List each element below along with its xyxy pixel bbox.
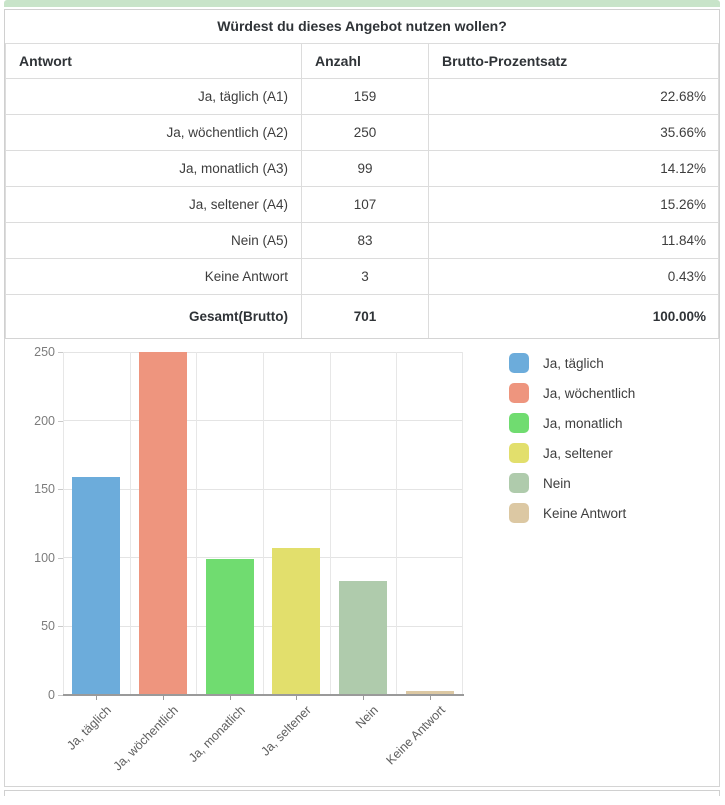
percent-cell: 15.26% [428, 186, 719, 223]
percent-cell: 0.43% [428, 258, 719, 295]
y-axis-tick-label: 0 [48, 688, 55, 702]
count-cell: 107 [301, 186, 429, 223]
next-card-stub [4, 790, 720, 796]
legend-swatch [509, 353, 529, 373]
chart-bar [272, 548, 320, 695]
y-axis-tick-label: 100 [34, 550, 55, 565]
chart-bar [139, 352, 187, 695]
percent-cell: 11.84% [428, 222, 719, 259]
chart-bar [406, 691, 454, 695]
x-gridline [196, 352, 197, 695]
x-axis-line [63, 694, 464, 696]
answer-cell: Ja, seltener (A4) [5, 186, 302, 223]
count-cell: 3 [301, 258, 429, 295]
legend-label: Keine Antwort [543, 505, 627, 521]
percent-cell: 35.66% [428, 114, 719, 151]
table-row: Ja, wöchentlich (A2) 250 35.66% [5, 114, 719, 151]
x-gridline [130, 352, 131, 695]
legend: Ja, täglich Ja, wöchentlich Ja, monatlich J… [509, 348, 635, 528]
count-cell: 159 [301, 78, 429, 115]
x-tick-mark [363, 696, 364, 700]
legend-swatch [509, 503, 529, 523]
y-axis-tick-label: 250 [34, 345, 55, 359]
x-tick-mark [163, 696, 164, 700]
x-gridline [330, 352, 331, 695]
legend-label: Ja, täglich [543, 355, 604, 371]
answer-cell: Ja, wöchentlich (A2) [5, 114, 302, 151]
chart-card: 0 50 100 150 200 250 Ja, täglich Ja, wöchentlic… [4, 338, 720, 787]
table-row: Ja, seltener (A4) 107 15.26% [5, 186, 719, 223]
percent-cell: 14.12% [428, 150, 719, 187]
table-row: Nein (A5) 83 11.84% [5, 222, 719, 259]
legend-item: Ja, monatlich [509, 408, 635, 438]
count-cell: 250 [301, 114, 429, 151]
legend-swatch [509, 383, 529, 403]
y-tick-mark [58, 695, 63, 696]
x-tick-mark [230, 696, 231, 700]
percent-cell: 22.68% [428, 78, 719, 115]
table-row: Ja, täglich (A1) 159 22.68% [5, 78, 719, 115]
answer-cell: Nein (A5) [5, 222, 302, 259]
y-tick-mark [58, 352, 63, 353]
legend-item: Ja, täglich [509, 348, 635, 378]
stats-table: Antwort Anzahl Brutto-Prozentsatz Ja, tä… [5, 43, 719, 339]
legend-label: Ja, wöchentlich [543, 385, 636, 401]
x-tick-mark [430, 696, 431, 700]
legend-swatch [509, 443, 529, 463]
table-header-row: Antwort Anzahl Brutto-Prozentsatz [5, 43, 719, 79]
legend-swatch [509, 473, 529, 493]
y-tick-mark [58, 626, 63, 628]
legend-item: Ja, seltener [509, 438, 635, 468]
question-title: Würdest du dieses Angebot nutzen wollen? [217, 18, 507, 34]
y-tick-mark [58, 420, 63, 422]
plot-area: 0 50 100 150 200 250 Ja, täglich Ja, wöchentlic… [34, 345, 464, 773]
total-count-cell: 701 [301, 294, 429, 339]
y-axis-tick-label: 50 [41, 619, 55, 634]
legend-item: Nein [509, 468, 635, 498]
legend-swatch [509, 413, 529, 433]
total-percent-cell: 100.00% [428, 294, 719, 339]
y-axis-tick-label: 200 [34, 413, 55, 428]
x-gridline [462, 352, 463, 695]
column-header-count: Anzahl [301, 43, 429, 79]
x-gridline [263, 352, 264, 695]
chart-bar [206, 559, 254, 695]
x-gridline [396, 352, 397, 695]
answer-cell: Ja, täglich (A1) [5, 78, 302, 115]
column-header-answer: Antwort [5, 43, 302, 79]
table-row: Ja, monatlich (A3) 99 14.12% [5, 150, 719, 187]
answer-cell: Keine Antwort [5, 258, 302, 295]
legend-label: Nein [543, 475, 571, 491]
chart-bar [72, 477, 120, 695]
legend-item: Keine Antwort [509, 498, 635, 528]
legend-label: Ja, seltener [543, 445, 613, 461]
question-card: Würdest du dieses Angebot nutzen wollen?… [4, 9, 720, 340]
accent-bar [4, 0, 720, 7]
legend-label: Ja, monatlich [543, 415, 623, 431]
y-axis-tick-label: 150 [34, 482, 55, 497]
count-cell: 99 [301, 150, 429, 187]
total-row: Gesamt(Brutto) 701 100.00% [5, 294, 719, 339]
chart-bar [339, 581, 387, 695]
total-label-cell: Gesamt(Brutto) [5, 294, 302, 339]
x-tick-mark [96, 696, 97, 700]
legend-item: Ja, wöchentlich [509, 378, 635, 408]
column-header-percent: Brutto-Prozentsatz [428, 43, 719, 79]
x-gridline [63, 352, 64, 695]
count-cell: 83 [301, 222, 429, 259]
y-tick-mark [58, 557, 63, 559]
y-tick-mark [58, 489, 63, 491]
answer-cell: Ja, monatlich (A3) [5, 150, 302, 187]
table-row: Keine Antwort 3 0.43% [5, 258, 719, 295]
x-tick-mark [296, 696, 297, 700]
